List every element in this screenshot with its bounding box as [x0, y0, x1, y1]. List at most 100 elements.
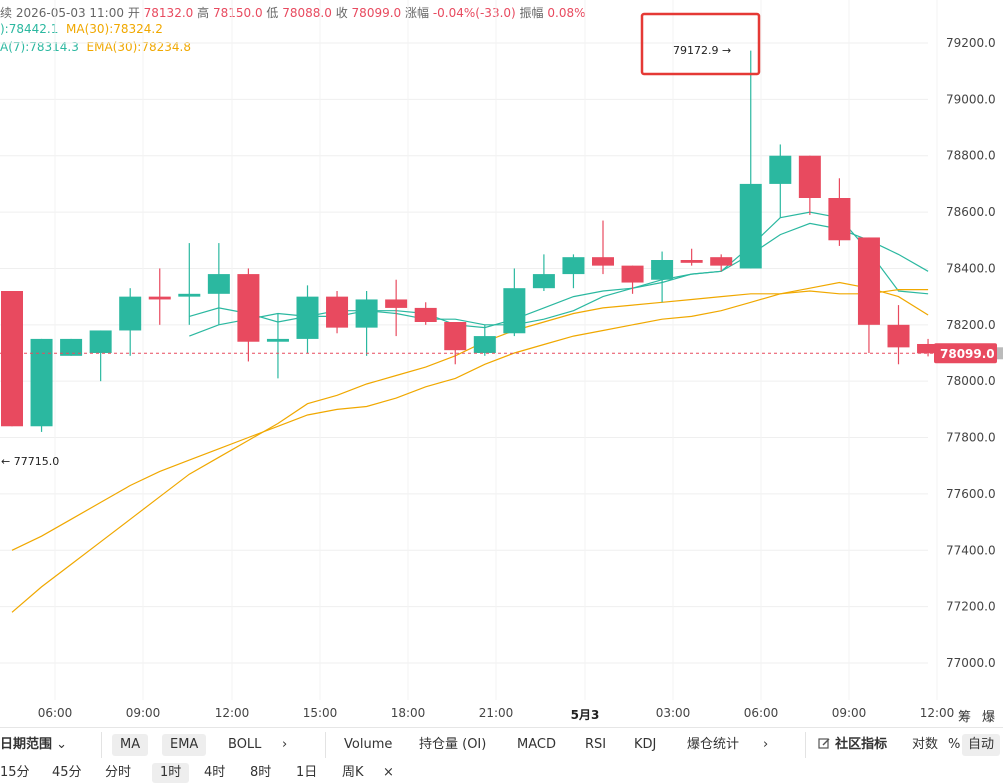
candle-body: [296, 296, 319, 339]
candle: [562, 254, 585, 289]
candle-body: [119, 296, 142, 331]
indicator-lines: [11, 211, 929, 613]
candle: [473, 324, 496, 356]
interval-4h[interactable]: 4时: [204, 765, 226, 780]
indicator-line: [11, 281, 929, 551]
info-prefix: 续: [0, 6, 13, 20]
candle: [680, 248, 703, 266]
open-interest-indicator-toggle[interactable]: 持仓量 (OI): [419, 737, 487, 752]
interval-1h[interactable]: 1时: [152, 763, 190, 783]
chevron-right-icon[interactable]: ›: [282, 737, 288, 752]
amplitude-label: 振幅: [519, 6, 544, 20]
log-scale-toggle[interactable]: 对数: [912, 737, 939, 752]
open-label: 开: [127, 6, 140, 20]
liquidation-map-button[interactable]: 爆: [982, 710, 996, 725]
time-tick-label: 12:00: [214, 706, 250, 720]
amplitude-value: 0.08%: [547, 6, 586, 20]
interval-45m[interactable]: 45分: [52, 765, 82, 780]
interval-8h[interactable]: 8时: [250, 765, 272, 780]
low-label: 低: [266, 6, 279, 20]
candle: [828, 178, 851, 246]
price-tick-label: 78400.0: [946, 261, 996, 275]
candlestick-chart[interactable]: 77000.0 77200.0 77400.0 77600.0 77800.0 78000…: [0, 0, 1003, 727]
rsi-indicator-toggle[interactable]: RSI: [585, 737, 607, 752]
chevron-right-icon[interactable]: ›: [763, 737, 769, 752]
kdj-indicator-toggle[interactable]: KDJ: [634, 737, 657, 752]
time-tick-label: 03:00: [655, 706, 691, 720]
candle-body: [444, 322, 467, 351]
date-range-button[interactable]: 日期范围 ⌄: [0, 737, 68, 752]
candle-body: [532, 274, 555, 289]
candle-body: [857, 237, 880, 325]
candle-body: [562, 257, 585, 275]
interval-timeline[interactable]: 分时: [105, 765, 132, 780]
volume-indicator-toggle[interactable]: Volume: [344, 737, 393, 752]
last-price-tag: [934, 343, 997, 364]
change-label: 涨幅: [405, 6, 430, 20]
candle: [414, 302, 437, 325]
price-tick-label: 77000.0: [946, 656, 996, 670]
time-tick-label: 5月3: [570, 708, 600, 722]
candle: [532, 254, 555, 291]
interval-1w[interactable]: 周K: [342, 765, 364, 780]
candle-body: [473, 336, 496, 353]
candle-body: [385, 299, 408, 308]
chip-distribution-button[interactable]: 筹: [958, 710, 972, 725]
time-tick-label: 06:00: [37, 706, 73, 720]
high-value: 78150.0: [212, 6, 263, 20]
community-indicators-button[interactable]: 社区指标: [818, 734, 887, 756]
boll-indicator-toggle[interactable]: BOLL: [228, 737, 262, 752]
indicator-line: [11, 289, 929, 613]
ema-indicator-toggle[interactable]: EMA: [162, 734, 207, 756]
candle-body: [30, 338, 53, 427]
interval-1d[interactable]: 1日: [296, 765, 318, 780]
auto-scale-toggle[interactable]: 自动: [962, 734, 1001, 756]
candle: [89, 330, 112, 382]
price-tick-label: 78000.0: [946, 374, 996, 388]
candle: [148, 268, 171, 325]
time-tick-label: 21:00: [478, 706, 514, 720]
candle: [60, 338, 83, 356]
candle-body: [207, 274, 230, 294]
candle: [651, 251, 674, 303]
candle-body: [89, 330, 112, 353]
candle: [30, 338, 53, 432]
close-icon[interactable]: ×: [383, 765, 394, 780]
price-tick-label: 78200.0: [946, 318, 996, 332]
candle: [296, 285, 319, 353]
candle-body: [651, 260, 674, 280]
candle: [385, 279, 408, 337]
ohlc-info-line: 续 2026-05-03 11:00 开 78132.0 高 78150.0 低…: [0, 4, 586, 21]
candle-body: [592, 257, 614, 266]
interval-15m[interactable]: 15分: [0, 765, 30, 780]
high-label: 高: [197, 6, 210, 20]
macd-indicator-toggle[interactable]: MACD: [517, 737, 556, 752]
divider: [805, 732, 806, 758]
chevron-down-icon: ⌄: [56, 737, 68, 752]
candles: [1, 50, 940, 432]
candle-body: [60, 338, 83, 356]
candle-body: [828, 198, 851, 241]
candle: [710, 254, 733, 272]
ma-indicator-toggle[interactable]: MA: [112, 734, 149, 756]
min-price-marker: ← 77715.0: [1, 455, 59, 468]
price-tick-label: 77400.0: [946, 543, 996, 557]
percent-scale-toggle[interactable]: %: [948, 737, 961, 752]
candle-body: [739, 183, 762, 269]
candle: [326, 291, 349, 334]
candle: [266, 313, 289, 379]
liquidation-stats-toggle[interactable]: 爆仓统计: [687, 737, 740, 752]
price-tick-label: 77800.0: [946, 431, 996, 445]
candle-body: [917, 343, 940, 354]
candle: [798, 155, 821, 215]
max-highlight-box: [640, 12, 761, 76]
time-tick-label: 09:00: [125, 706, 161, 720]
time-tick-label: 06:00: [743, 706, 779, 720]
grid-lines: [0, 0, 938, 700]
candle: [178, 243, 201, 325]
candle-body: [503, 288, 526, 334]
candle-body: [414, 307, 437, 322]
time-tick-label: 09:00: [831, 706, 867, 720]
close-label: 收: [335, 6, 348, 20]
price-axis: 77000.0 77200.0 77400.0 77600.0 77800.0 78000…: [946, 36, 996, 670]
